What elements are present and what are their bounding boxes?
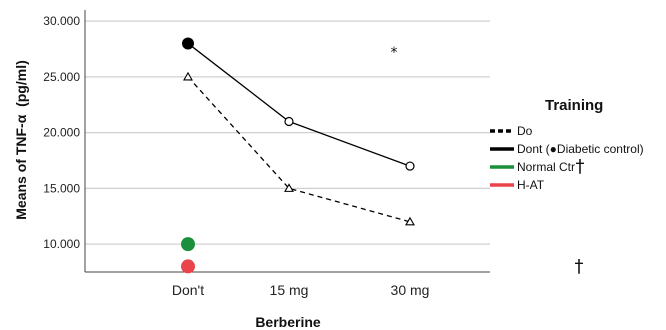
annotation-dagger: † [576, 156, 585, 177]
x-tick-label: 15 mg [270, 282, 309, 298]
y-tick-label: 25.000 [43, 70, 80, 84]
x-axis-title: Berberine [255, 314, 321, 330]
series-line-0 [187, 76, 411, 223]
legend-label: H-AT [517, 178, 545, 192]
series-line-1 [187, 42, 411, 167]
legend-label: Normal Ctr [517, 160, 575, 174]
y-tick-label: 10.000 [43, 237, 80, 251]
data-point [405, 161, 415, 171]
y-tick-label: 20.000 [43, 126, 80, 140]
data-point [284, 116, 294, 127]
x-tick-label: 30 mg [391, 282, 430, 298]
x-tick-label: Don't [172, 282, 204, 298]
y-tick-label: 15.000 [43, 181, 80, 195]
data-point [405, 216, 415, 226]
legend-label: Dont (●Diabetic control) [517, 142, 644, 156]
data-point [181, 237, 195, 252]
data-point [183, 71, 193, 81]
legend-title: Training [545, 97, 603, 114]
annotation-dagger: † [575, 256, 584, 277]
y-axis-title: Means of TNF-α (pg/ml) [13, 60, 29, 219]
data-point [181, 259, 195, 274]
data-point [284, 183, 294, 192]
highlight-point [182, 37, 194, 50]
y-tick-label: 30.000 [43, 14, 80, 28]
annotation-asterisk: * [391, 45, 398, 61]
legend-label: Do [517, 124, 533, 138]
